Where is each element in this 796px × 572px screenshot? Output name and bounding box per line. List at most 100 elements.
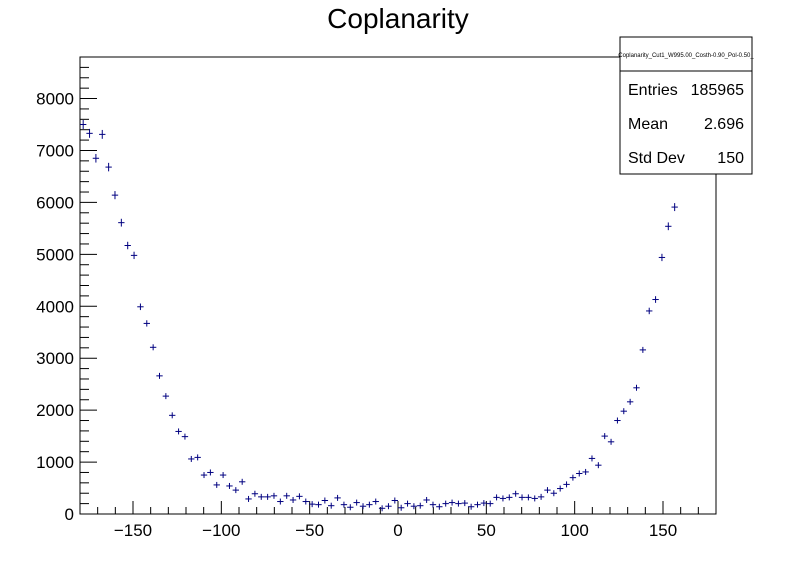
data-point — [537, 493, 545, 500]
data-point — [487, 500, 494, 507]
data-point — [169, 412, 176, 419]
data-point — [277, 498, 284, 505]
data-point — [130, 251, 138, 260]
data-point — [601, 433, 608, 440]
stats-entries-label: Entries — [628, 82, 678, 99]
data-point — [595, 462, 602, 469]
data-point — [467, 503, 475, 510]
data-point — [302, 498, 309, 505]
data-point — [86, 128, 93, 138]
data-point — [296, 493, 303, 500]
data-point — [474, 501, 481, 508]
data-point — [283, 492, 290, 499]
stats-stddev-value: 150 — [717, 150, 744, 167]
data-point — [499, 495, 507, 502]
data-point — [245, 495, 252, 502]
data-point — [162, 393, 170, 400]
data-point — [111, 191, 119, 200]
x-tick-label: −150 — [114, 521, 152, 540]
data-point — [410, 503, 418, 510]
data-point — [334, 494, 341, 501]
data-point — [646, 307, 653, 315]
data-point — [353, 499, 360, 506]
data-point — [226, 482, 233, 489]
stats-box: Coplanarity_Cut1_W995.00_Costh-0.90_Pol-… — [618, 36, 754, 175]
data-point — [531, 495, 538, 502]
data-point — [576, 470, 583, 477]
data-point — [378, 505, 386, 512]
data-point — [665, 222, 672, 231]
data-point — [181, 433, 189, 440]
data-point — [92, 153, 100, 163]
stats-histogram-name: Coplanarity_Cut1_W995.00_Costh-0.90_Pol-… — [618, 53, 754, 59]
data-point — [506, 494, 513, 501]
y-tick-label: 7000 — [36, 141, 74, 160]
data-point — [359, 503, 367, 510]
data-point — [639, 346, 647, 353]
data-point — [143, 320, 150, 327]
data-point — [569, 474, 577, 481]
data-point — [525, 494, 532, 501]
data-point — [239, 478, 246, 485]
data-point — [264, 493, 271, 500]
data-point — [315, 501, 322, 508]
data-point — [385, 503, 392, 510]
data-point — [671, 203, 678, 212]
data-point — [340, 501, 348, 508]
stats-frame — [619, 36, 753, 175]
data-point — [436, 503, 443, 510]
y-tick-label: 4000 — [36, 297, 74, 316]
data-point — [442, 500, 449, 507]
data-point — [455, 500, 462, 507]
data-point — [614, 417, 621, 424]
data-point — [557, 485, 564, 492]
data-point — [652, 296, 659, 303]
data-point — [194, 454, 201, 461]
data-point — [99, 129, 106, 139]
data-point — [550, 490, 557, 497]
x-tick-label: 150 — [649, 521, 677, 540]
data-point — [200, 472, 208, 479]
data-point — [188, 455, 195, 462]
data-point — [582, 468, 589, 475]
y-tick-label: 5000 — [36, 245, 74, 264]
data-point — [563, 481, 570, 488]
data-point — [118, 218, 125, 227]
data-point — [620, 408, 627, 415]
data-point — [321, 497, 329, 504]
x-tick-label: 50 — [477, 521, 496, 540]
data-point — [156, 372, 163, 379]
data-point — [137, 303, 144, 311]
y-tick-label: 8000 — [36, 90, 74, 109]
data-point — [391, 497, 398, 504]
data-point — [417, 502, 424, 509]
data-point — [404, 500, 411, 507]
y-tick-label: 1000 — [36, 453, 74, 472]
data-point — [461, 500, 468, 507]
data-point — [372, 498, 379, 505]
data-point — [626, 398, 634, 405]
data-point — [658, 253, 666, 262]
x-tick-label: −100 — [202, 521, 240, 540]
data-point — [213, 481, 220, 488]
data-point — [308, 501, 316, 508]
data-point — [80, 120, 87, 130]
data-point — [518, 494, 526, 501]
data-point — [366, 501, 373, 508]
data-point — [633, 384, 640, 391]
x-tick-label: 0 — [393, 521, 402, 540]
data-point — [328, 502, 335, 509]
data-point — [105, 162, 112, 172]
y-tick-label: 6000 — [36, 193, 74, 212]
data-point — [207, 469, 214, 476]
stats-stddev-label: Std Dev — [628, 150, 685, 167]
data-point — [607, 438, 615, 445]
stats-mean-value: 2.696 — [704, 116, 744, 133]
data-point — [124, 241, 131, 250]
data-point — [175, 428, 182, 435]
data-point — [258, 493, 265, 500]
x-tick-label: 100 — [560, 521, 588, 540]
chart-title: Coplanarity — [327, 3, 469, 34]
data-point — [232, 487, 239, 494]
